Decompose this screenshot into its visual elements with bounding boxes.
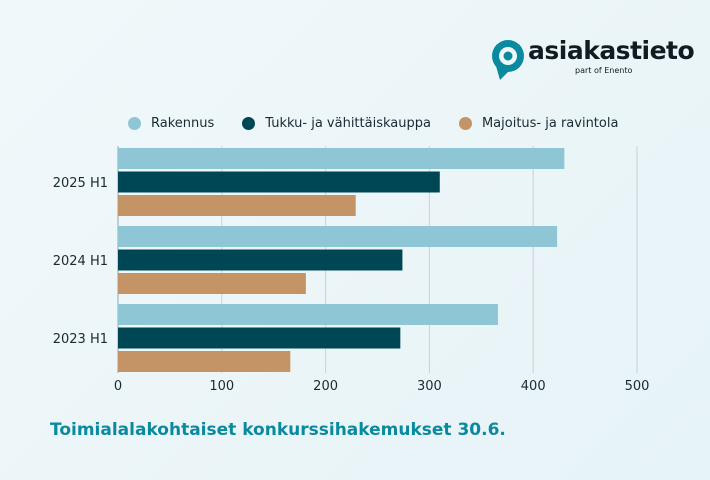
category-labels: 2025 H1 2024 H1 2023 H1: [53, 176, 108, 347]
bar: [118, 327, 401, 349]
category-label: 2023 H1: [53, 332, 108, 347]
brand-name: asiakastieto: [528, 36, 695, 65]
bar: [118, 304, 498, 325]
brand-tagline: part of Enento: [575, 66, 633, 75]
x-axis-tick-labels: 0 100 200 300 400 500: [114, 379, 650, 394]
x-tick-label: 0: [114, 379, 122, 394]
legend-item-rakennus: Rakennus: [128, 116, 214, 131]
bar: [118, 273, 306, 294]
x-tick-label: 300: [417, 379, 442, 394]
bar: [118, 226, 558, 247]
legend-label: Tukku- ja vähittäiskauppa: [265, 115, 431, 131]
bar: [118, 351, 291, 372]
x-tick-label: 200: [313, 379, 338, 394]
category-label: 2025 H1: [53, 176, 108, 191]
legend-label: Majoitus- ja ravintola: [481, 115, 619, 131]
chart-legend: Rakennus Tukku- ja vähittäiskauppa Majoi…: [128, 113, 618, 133]
legend-item-majoitus: Majoitus- ja ravintola: [458, 115, 619, 131]
x-tick-label: 400: [521, 379, 546, 394]
bar-chart: 2025 H1 2024 H1 2023 H1 0 100 200 300 400 500: [53, 146, 650, 394]
bar: [118, 148, 565, 169]
legend-swatch: [242, 116, 256, 130]
chart-caption: Toimialalakohtaiset konkurssihakemukset …: [50, 420, 506, 440]
legend-swatch: [458, 116, 472, 130]
legend-swatch: [128, 116, 141, 130]
legend-label: Rakennus: [151, 115, 215, 131]
category-label: 2024 H1: [53, 254, 108, 269]
bar: [118, 249, 403, 271]
bar: [118, 195, 356, 216]
x-tick-label: 500: [625, 379, 650, 394]
chart-bars: [118, 148, 565, 372]
legend-item-kauppa: Tukku- ja vähittäiskauppa: [242, 116, 431, 131]
x-tick-label: 100: [209, 379, 234, 394]
asiakastieto-logo-icon: [492, 40, 524, 80]
bar: [118, 171, 440, 193]
